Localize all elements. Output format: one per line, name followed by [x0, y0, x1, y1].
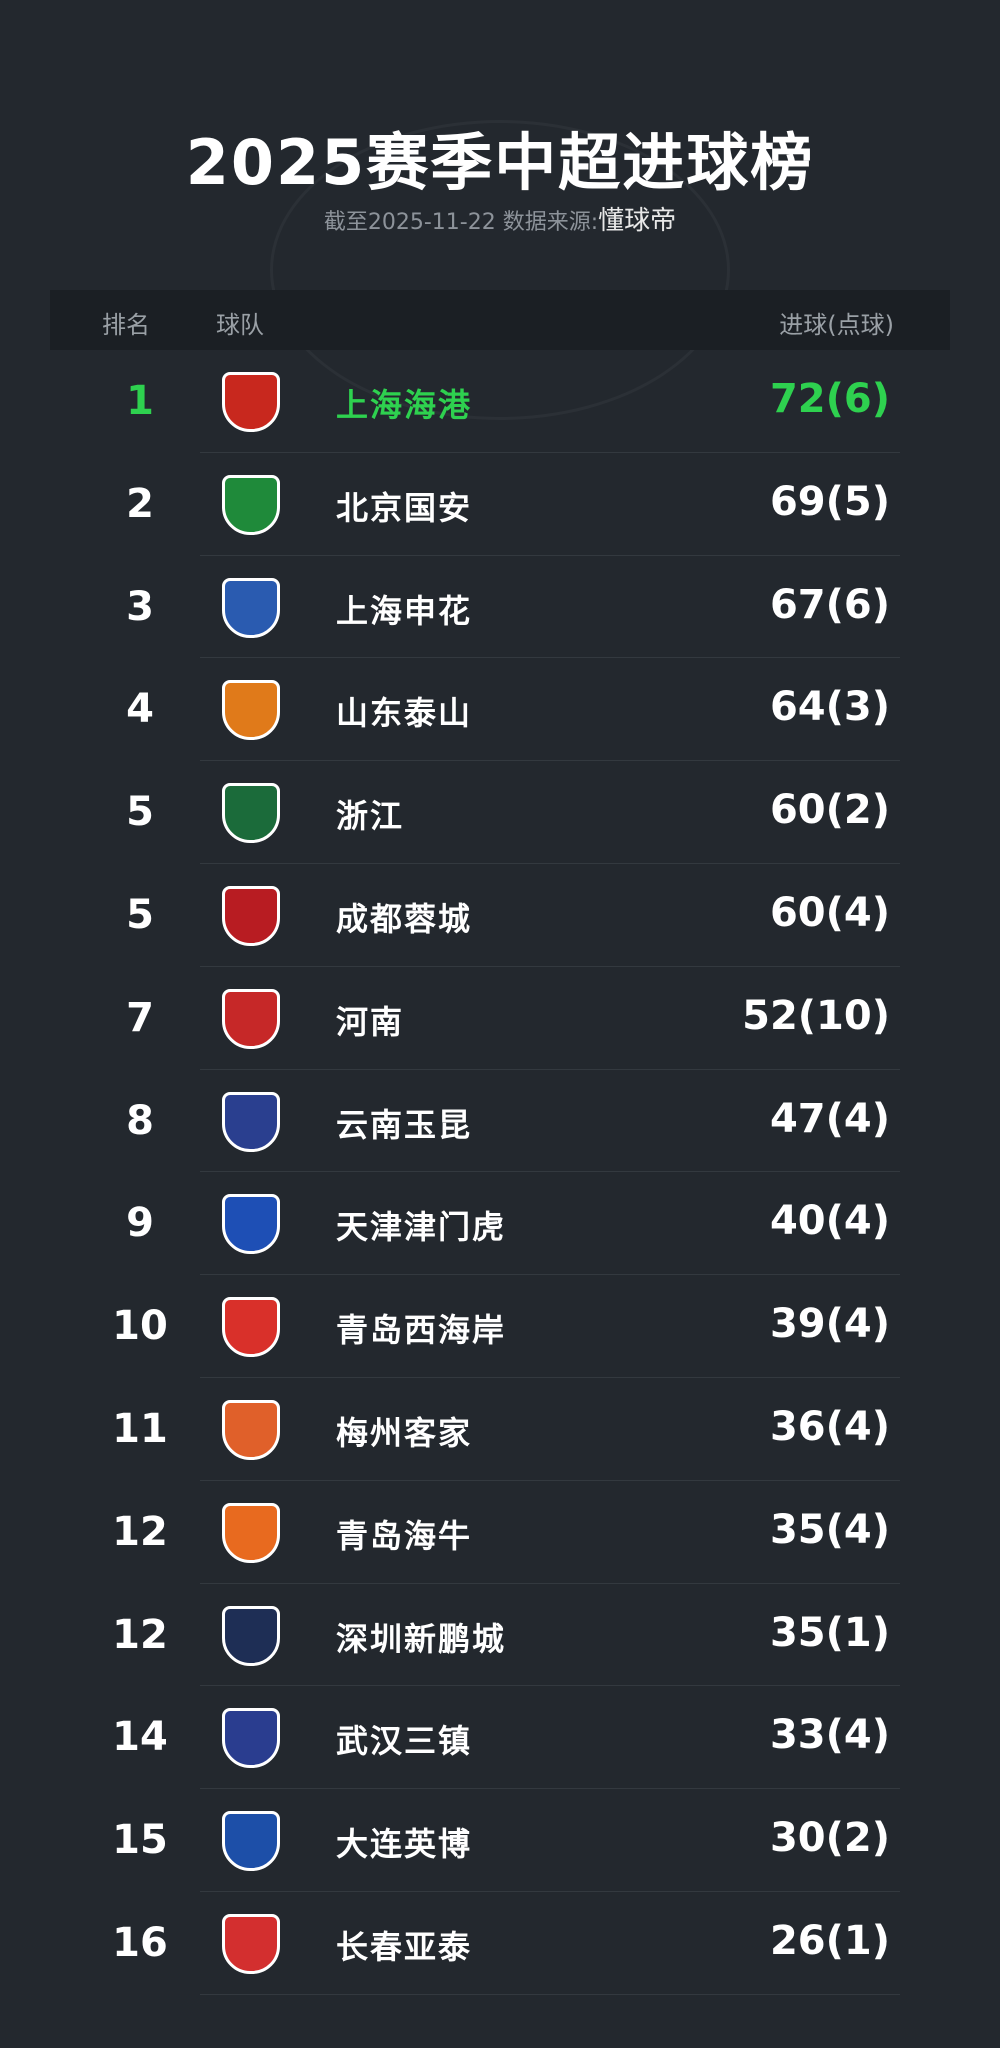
goals: 40(4) — [769, 1198, 890, 1245]
goals: 30(2) — [769, 1815, 890, 1862]
team-logo-icon — [222, 1194, 280, 1255]
team-logo-icon — [222, 1811, 280, 1872]
rank: 12 — [112, 1611, 168, 1658]
team-logo-icon — [222, 885, 280, 946]
rank: 4 — [126, 686, 154, 733]
rank: 2 — [126, 480, 154, 527]
team-name: 长春亚泰 — [336, 1927, 473, 1966]
rank: 5 — [126, 891, 154, 938]
subtitle: 截至2025-11-22 数据来源:懂球帝 — [0, 200, 1000, 237]
rank: 5 — [126, 789, 154, 836]
header-goals: 进球(点球) — [779, 311, 894, 339]
table-row: 12 深圳新鹏城 35(1) — [0, 1584, 1000, 1687]
team-name: 大连英博 — [336, 1825, 473, 1864]
rank: 15 — [112, 1817, 168, 1864]
goals: 52(10) — [742, 992, 890, 1039]
goals: 60(4) — [769, 889, 890, 936]
goals: 39(4) — [769, 1301, 890, 1348]
goals: 47(4) — [769, 1095, 890, 1142]
table-row: 9 天津津门虎 40(4) — [0, 1172, 1000, 1275]
watermark — [270, 120, 730, 420]
table-row: 7 河南 52(10) — [0, 967, 1000, 1070]
rank: 7 — [126, 994, 154, 1041]
table-row: 8 云南玉昆 47(4) — [0, 1070, 1000, 1173]
table-row: 12 青岛海牛 35(4) — [0, 1481, 1000, 1584]
rank: 14 — [112, 1714, 168, 1761]
team-logo-icon — [222, 1091, 280, 1152]
team-name: 青岛海牛 — [336, 1516, 473, 1555]
team-name: 深圳新鹏城 — [336, 1619, 507, 1658]
team-logo-icon — [222, 372, 280, 432]
goals: 69(5) — [769, 478, 890, 525]
table-row: 16 长春亚泰 26(1) — [0, 1892, 1000, 1995]
team-logo-icon — [222, 680, 280, 741]
table-row: 4 山东泰山 64(3) — [0, 658, 1000, 761]
table-row: 2 北京国安 69(5) — [0, 453, 1000, 556]
team-name: 河南 — [336, 1002, 405, 1041]
rank: 8 — [126, 1097, 154, 1144]
team-logo-icon — [222, 1708, 280, 1769]
team-name: 武汉三镇 — [336, 1722, 473, 1761]
table-header: 排名 球队 进球(点球) — [50, 290, 950, 350]
team-logo-icon — [222, 988, 280, 1049]
table-row: 15 大连英博 30(2) — [0, 1789, 1000, 1892]
team-name: 云南玉昆 — [336, 1105, 473, 1144]
team-logo-icon — [222, 1297, 280, 1358]
team-name: 北京国安 — [336, 488, 473, 527]
team-name: 山东泰山 — [336, 694, 473, 733]
team-logo-icon — [222, 783, 280, 844]
team-name: 梅州客家 — [336, 1413, 473, 1452]
rank: 11 — [112, 1405, 168, 1452]
team-logo-icon — [222, 474, 280, 535]
header-team: 球队 — [216, 311, 264, 339]
goals: 64(3) — [769, 684, 890, 731]
table-row: 5 浙江 60(2) — [0, 761, 1000, 864]
table-row: 11 梅州客家 36(4) — [0, 1378, 1000, 1481]
goals: 35(4) — [769, 1506, 890, 1553]
goals: 60(2) — [769, 787, 890, 834]
rank: 9 — [126, 1200, 154, 1247]
header-rank: 排名 — [102, 311, 150, 339]
rank: 10 — [112, 1303, 168, 1350]
table-row: 14 武汉三镇 33(4) — [0, 1686, 1000, 1789]
team-logo-icon — [222, 1502, 280, 1563]
table-row: 5 成都蓉城 60(4) — [0, 864, 1000, 967]
goals: 33(4) — [769, 1712, 890, 1759]
table-row: 3 上海申花 67(6) — [0, 556, 1000, 659]
team-logo-icon — [222, 1605, 280, 1666]
rank: 1 — [126, 378, 154, 424]
goals: 26(1) — [769, 1917, 890, 1964]
table-row: 10 青岛西海岸 39(4) — [0, 1275, 1000, 1378]
data-source: 懂球帝 — [598, 206, 677, 236]
goals: 35(1) — [769, 1609, 890, 1656]
ranking-table: 1 上海海港 72(6) 2 北京国安 69(5) 3 上海申花 67(6) 4 山东… — [0, 350, 1000, 1995]
team-name: 上海申花 — [336, 591, 473, 630]
team-name: 上海海港 — [336, 386, 473, 424]
team-logo-icon — [222, 1913, 280, 1974]
goals: 72(6) — [769, 376, 890, 422]
rank: 12 — [112, 1508, 168, 1555]
team-name: 浙江 — [336, 797, 405, 836]
rank: 16 — [112, 1919, 168, 1966]
table-row: 1 上海海港 72(6) — [0, 350, 1000, 453]
team-logo-icon — [222, 577, 280, 638]
team-logo-icon — [222, 1399, 280, 1460]
goals: 36(4) — [769, 1403, 890, 1450]
team-name: 天津津门虎 — [336, 1208, 507, 1247]
goals: 67(6) — [769, 581, 890, 628]
page-title: 2025赛季中超进球榜 — [185, 126, 815, 199]
rank: 3 — [126, 583, 154, 630]
subtitle-date: 截至2025-11-22 数据来源: — [323, 210, 599, 235]
team-name: 成都蓉城 — [336, 899, 473, 938]
team-name: 青岛西海岸 — [336, 1311, 507, 1350]
